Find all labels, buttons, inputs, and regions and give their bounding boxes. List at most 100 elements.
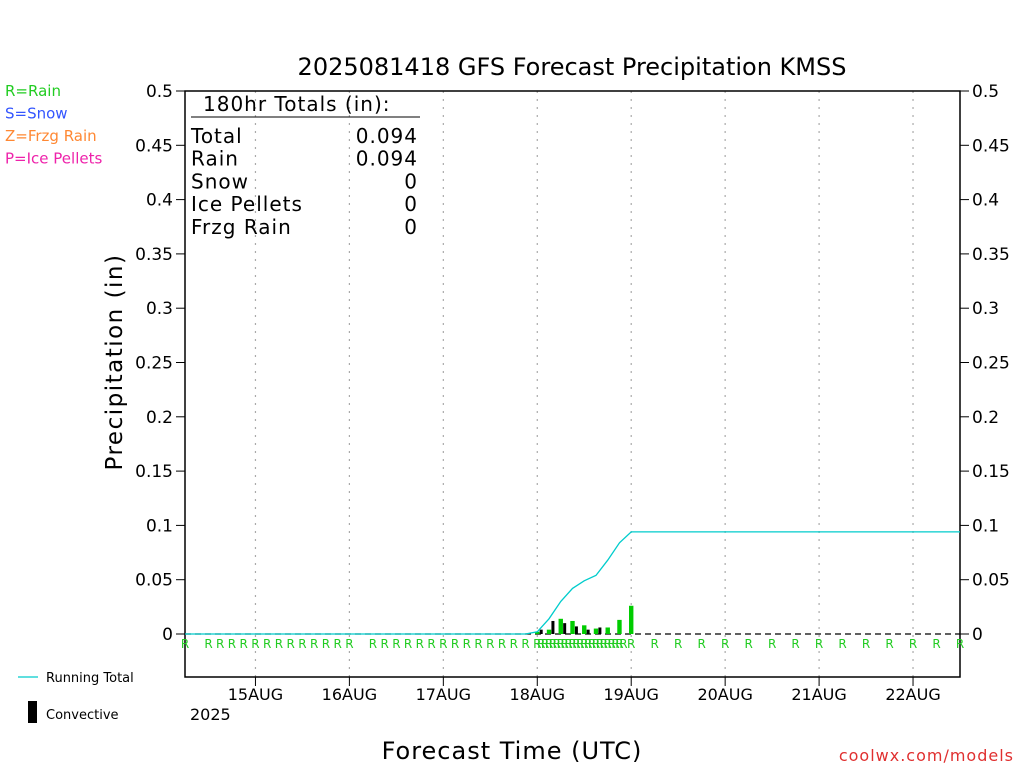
x-tick-label: 21AUG [791,685,846,704]
rain-marker: R [619,637,627,651]
rain-marker: R [498,637,506,651]
rain-marker: R [486,637,494,651]
rain-marker: R [533,637,541,651]
rain-marker: R [568,637,576,651]
y-tick-label: 0.45 [135,136,173,156]
x-axis-label: Forecast Time (UTC) [382,737,643,765]
plot-frame [184,90,961,678]
y-tick-label: 0.2 [146,408,173,428]
rain-marker: R [744,637,752,651]
y-tick-label-right: 0.15 [972,462,1010,482]
source-credit: coolwx.com/models [839,746,1014,765]
rain-marker: R [240,637,248,651]
rain-marker: R [576,637,584,651]
precip-type-legend: R=Rain S=Snow Z=Frzg Rain P=Ice Pellets [5,82,102,168]
convective-legend-label: Convective [46,708,119,723]
rain-marker: R [228,637,236,651]
rain-marker: R [521,637,529,651]
y-tick-label: 0.05 [135,571,173,591]
x-tick-label: 20AUG [697,685,752,704]
rain-type-markers: R R R R R R R R R R R R R R R R R R R R R R R R R R R R RRRRRRRRRRRR… [181,637,964,651]
rain-marker: R [537,637,545,651]
y-tick-label-right: 0.3 [972,299,999,319]
rain-marker: R [815,637,823,651]
rain-marker: R [463,637,471,651]
rain-marker: R [545,637,553,651]
rain-marker: R [721,637,729,651]
convective-bar [586,629,590,634]
precip-bar [617,619,622,634]
totals-row-value: 0 [404,192,418,216]
convective-bar [551,620,555,634]
y-tick-label: 0.3 [146,299,173,319]
rain-marker: R [838,637,846,651]
y-axis-label: Precipitation (in) [102,254,128,471]
x-tick-label: 16AUG [322,685,377,704]
convective-bar [563,623,567,634]
rain-marker: R [474,637,482,651]
rain-marker: R [416,637,424,651]
rain-marker: R [611,637,619,651]
rain-marker: R [380,637,388,651]
rain-marker: R [697,637,705,651]
totals-row-label: Frzg Rain [191,215,292,239]
totals-row-value: 0.094 [356,147,418,171]
x-tick-label: 19AUG [604,685,659,704]
rain-marker: R [572,637,580,651]
y-tick-label: 0.15 [135,462,173,482]
rain-marker: R [651,637,659,651]
y-axis-right: 0 0.05 0.1 0.15 0.2 0.25 0.3 0.35 0.4 0.45 0.5 [960,82,1010,645]
day-gridlines [254,91,914,677]
rain-marker: R [275,637,283,651]
rain-marker: R [181,637,189,651]
rain-marker: R [404,637,412,651]
y-tick-label: 0.4 [146,191,173,211]
y-tick-label-right: 0.35 [972,245,1010,265]
rain-marker: R [932,637,940,651]
legend-type-label: R=Rain [5,82,61,100]
totals-row-value: 0 [404,169,418,193]
rain-marker: R [592,637,600,651]
rain-marker: R [607,637,615,651]
rain-marker: R [862,637,870,651]
rain-marker: R [600,637,608,651]
rain-marker: R [310,637,318,651]
precip-bar [558,618,563,634]
rain-marker: R [345,637,353,651]
legend-type-label: Z=Frzg Rain [5,127,97,145]
rain-marker: R [584,637,592,651]
rain-marker: R [216,637,224,651]
y-tick-label-right: 0.1 [972,516,999,536]
x-tick-label: 22AUG [885,685,940,704]
y-tick-label-right: 0.2 [972,408,999,428]
precip-bar [535,631,540,634]
running-total-legend-label: Running Total [46,671,134,686]
rain-marker: R [392,637,400,651]
precip-bar [582,625,587,634]
legend-type-label: P=Ice Pellets [5,150,102,168]
rain-marker: R [557,637,565,651]
rain-marker: R [439,637,447,651]
rain-marker: R [541,637,549,651]
convective-bar [598,627,602,634]
x-axis: 15AUG 16AUG 17AUG 18AUG 19AUG 20AUG 21AUG 22AUG [228,677,941,704]
y-tick-label: 0.1 [146,516,173,536]
totals-row-value: 0.094 [356,124,418,148]
rain-marker: R [615,637,623,651]
y-tick-label: 0.5 [146,82,173,102]
precip-bar [593,628,599,634]
rain-marker: R [604,637,612,651]
rain-marker: R [298,637,306,651]
rain-marker: R [768,637,776,651]
rain-marker: R [956,637,964,651]
rain-marker: R [369,637,377,651]
rain-marker: R [791,637,799,651]
convective-swatch [28,701,37,723]
rain-marker: R [909,637,917,651]
y-tick-label: 0 [162,625,173,645]
totals-row-label: Total [190,124,243,148]
rain-marker: R [885,637,893,651]
totals-row-label: Ice Pellets [191,192,303,216]
totals-row-label: Snow [191,169,249,193]
